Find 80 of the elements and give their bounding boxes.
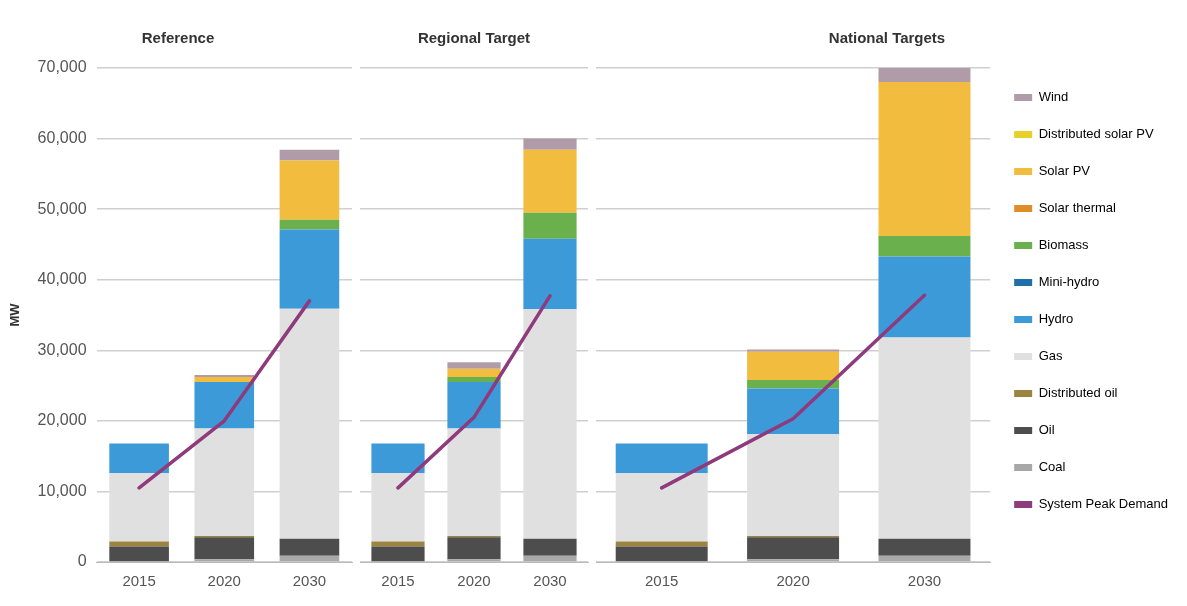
bar [279, 229, 340, 309]
y-tick-label: 60,000 [37, 128, 87, 146]
bar [447, 537, 501, 560]
bar [109, 443, 169, 474]
bar [371, 546, 425, 562]
bar [523, 138, 577, 150]
bar [878, 235, 971, 257]
x-tick-label: 2015 [122, 572, 156, 590]
y-tick-label: 10,000 [37, 481, 87, 499]
bar [109, 546, 169, 562]
bar [615, 443, 708, 474]
bar [878, 538, 971, 556]
y-tick-label: 30,000 [37, 340, 87, 358]
bar [194, 377, 255, 383]
bar [878, 256, 971, 338]
bar [523, 555, 577, 562]
legend-label: Solar thermal [1038, 200, 1117, 216]
bar [447, 382, 501, 429]
bar [279, 219, 340, 230]
chart-title: Regional Target [417, 29, 531, 47]
bar [747, 388, 840, 435]
bar [523, 538, 577, 556]
bar [279, 160, 340, 220]
bar [615, 546, 708, 562]
bar [279, 538, 340, 556]
chart-title: Reference [141, 29, 215, 47]
bar [194, 374, 255, 378]
bar [747, 351, 840, 380]
bar [447, 428, 501, 536]
bar [447, 368, 501, 378]
legend-label: Gas [1038, 348, 1064, 364]
x-tick-label: 2030 [533, 572, 567, 590]
bar [447, 362, 501, 369]
y-tick-label: 20,000 [37, 411, 87, 429]
legend-label: Mini-hydro [1038, 274, 1100, 290]
bar [194, 428, 255, 536]
x-tick-label: 2015 [381, 572, 415, 590]
legend-label: Oil [1038, 422, 1055, 438]
y-tick-label: 70,000 [37, 58, 87, 76]
bar [523, 212, 577, 239]
bar [279, 149, 340, 161]
bar [747, 434, 840, 536]
bar [371, 473, 425, 542]
legend-label: Biomass [1038, 237, 1090, 253]
legend-label: Distributed oil [1038, 385, 1118, 401]
x-tick-label: 2015 [645, 572, 679, 590]
bar [447, 377, 501, 383]
bar [194, 559, 255, 562]
bar [523, 149, 577, 213]
y-tick-label: 50,000 [37, 199, 87, 217]
bar [279, 308, 340, 539]
x-tick-label: 2030 [292, 572, 327, 590]
bar [878, 337, 971, 539]
bar [878, 82, 971, 236]
bar [747, 559, 840, 562]
x-tick-label: 2030 [907, 572, 942, 590]
y-tick-label: 0 [77, 552, 87, 570]
y-axis-title: MW [7, 302, 23, 327]
bar [523, 309, 577, 539]
bar [747, 537, 840, 560]
y-tick-label: 40,000 [37, 270, 87, 288]
bar [878, 68, 971, 83]
x-tick-label: 2020 [207, 572, 241, 590]
bar [747, 349, 840, 352]
bar [523, 238, 577, 310]
legend-label: Hydro [1038, 311, 1074, 327]
legend-label: Solar PV [1038, 163, 1091, 179]
legend-label: System Peak Demand [1038, 496, 1169, 512]
bar [194, 382, 255, 429]
bar [615, 473, 708, 542]
x-tick-label: 2020 [457, 572, 491, 590]
bar [109, 473, 169, 542]
legend-label: Coal [1038, 459, 1066, 475]
legend-label: Wind [1038, 89, 1069, 105]
x-tick-label: 2020 [776, 572, 810, 590]
legend-label: Distributed solar PV [1038, 126, 1154, 142]
chart-title: National Targets [828, 29, 946, 47]
bar [447, 559, 501, 562]
bar [194, 537, 255, 560]
bar [371, 443, 425, 474]
